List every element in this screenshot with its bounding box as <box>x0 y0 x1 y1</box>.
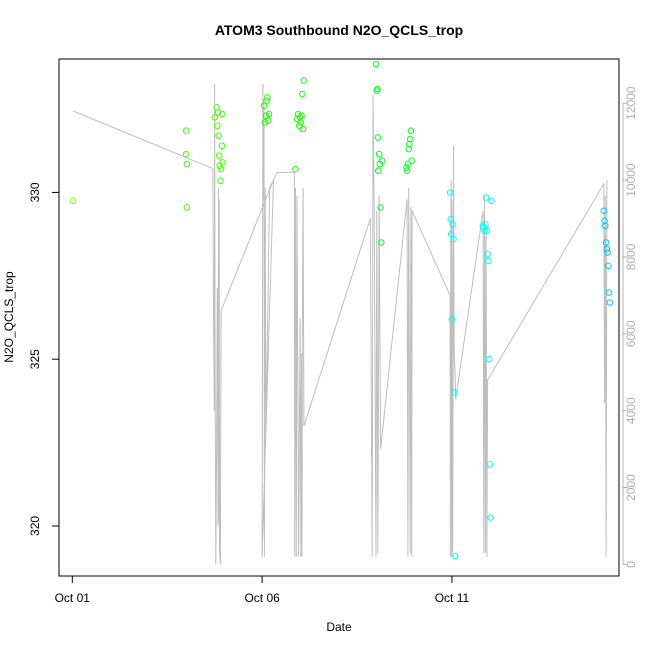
altitude-line <box>72 83 608 565</box>
data-point <box>603 245 611 253</box>
x-tick-label: Oct 01 <box>55 591 91 605</box>
data-point <box>374 134 382 141</box>
data-point <box>183 160 191 168</box>
data-point <box>260 102 268 109</box>
data-point <box>299 90 306 98</box>
data-point <box>486 461 494 468</box>
chart-title: ATOM3 Southbound N2O_QCLS_trop <box>215 22 463 38</box>
data-point <box>183 204 191 211</box>
data-point <box>601 217 608 225</box>
data-point <box>182 127 190 134</box>
data-point <box>69 197 77 205</box>
data-point <box>407 127 415 134</box>
data-point <box>483 227 491 235</box>
y2-tick-label: 12000 <box>624 86 638 120</box>
y-tick-label: 325 <box>28 349 42 369</box>
data-point <box>182 150 190 158</box>
data-point <box>265 110 273 118</box>
data-point <box>406 135 414 143</box>
data-point <box>602 222 609 230</box>
data-point <box>263 97 271 104</box>
y2-tick-label: 0 <box>624 561 638 568</box>
y-axis-right: 0 2000 4000 6000 8000 10000 12000 <box>622 86 638 568</box>
data-point <box>215 152 223 159</box>
data-point <box>219 110 226 118</box>
data-point <box>264 94 271 101</box>
data-point <box>215 132 223 139</box>
data-point <box>405 145 413 153</box>
data-point <box>217 177 224 184</box>
data-point <box>408 157 416 164</box>
data-points <box>69 60 614 560</box>
y2-tick-label: 6000 <box>624 320 638 347</box>
y2-tick-label: 2000 <box>624 474 638 501</box>
data-point <box>485 355 493 363</box>
data-point <box>605 289 613 296</box>
data-point <box>487 514 495 521</box>
y-tick-label: 320 <box>28 516 42 536</box>
data-point <box>378 239 385 246</box>
data-point <box>451 552 459 560</box>
data-point <box>602 239 610 246</box>
x-axis-label: Date <box>326 620 352 634</box>
data-point <box>214 122 221 129</box>
data-point <box>605 262 612 270</box>
data-point <box>292 165 299 173</box>
data-point <box>482 220 489 228</box>
plot-frame <box>58 58 620 577</box>
x-tick-label: Oct 06 <box>244 591 280 605</box>
data-point <box>214 109 222 116</box>
data-point <box>450 235 457 243</box>
data-point <box>299 125 307 133</box>
y2-tick-label: 8000 <box>624 243 638 270</box>
data-point <box>377 204 384 211</box>
data-point <box>294 110 302 118</box>
data-point <box>375 150 383 158</box>
data-point <box>449 220 457 228</box>
data-point <box>484 250 491 258</box>
data-point <box>488 197 495 205</box>
x-tick-label: Oct 11 <box>435 591 470 605</box>
data-point <box>604 249 611 256</box>
data-point <box>404 160 412 168</box>
data-point <box>403 164 410 171</box>
data-point <box>378 157 386 164</box>
data-point <box>482 194 490 201</box>
altitude-profile <box>72 83 608 565</box>
data-point <box>298 112 305 119</box>
data-point <box>448 315 456 323</box>
data-point <box>450 389 458 396</box>
data-point <box>372 60 380 68</box>
data-point <box>296 122 303 129</box>
data-point <box>219 159 226 166</box>
data-point <box>211 114 218 121</box>
data-point <box>374 85 381 93</box>
data-point <box>606 299 614 306</box>
data-point <box>300 77 308 84</box>
data-point <box>403 167 411 174</box>
data-point <box>261 119 269 126</box>
y-axis-label: N2O_QCLS_trop <box>2 271 16 363</box>
y2-tick-label: 10000 <box>624 163 638 197</box>
data-point <box>217 165 225 173</box>
data-point <box>446 189 454 196</box>
data-point <box>375 167 382 174</box>
data-point <box>218 142 226 149</box>
data-point <box>481 227 488 235</box>
data-point <box>297 119 305 126</box>
y-axis-left: 320 325 330 <box>28 182 59 536</box>
data-point <box>264 117 272 124</box>
data-point <box>600 207 608 215</box>
x-axis: Oct 01 Oct 06 Oct 11 <box>55 576 470 605</box>
y2-tick-label: 4000 <box>624 397 638 424</box>
y-tick-label: 330 <box>28 182 42 202</box>
data-point <box>485 257 492 265</box>
data-point <box>296 114 304 121</box>
data-point <box>406 140 413 148</box>
